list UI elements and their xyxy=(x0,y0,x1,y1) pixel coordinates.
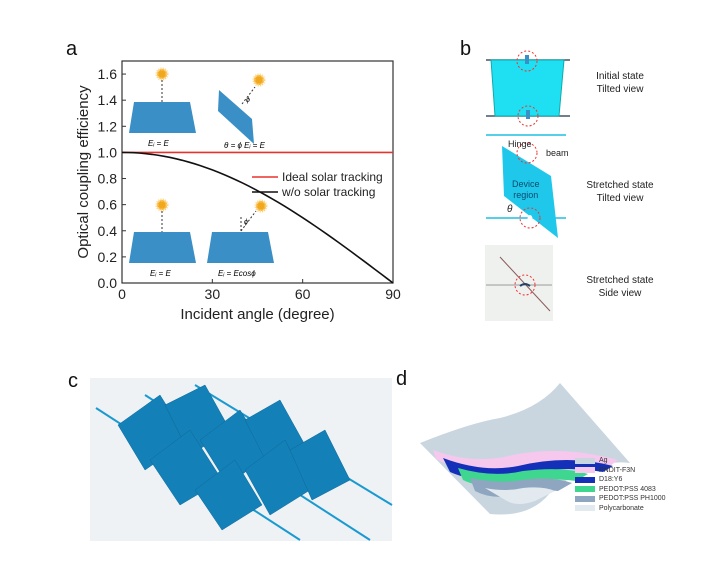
legend-item: Ag xyxy=(575,456,608,465)
beam-label: beam xyxy=(546,148,569,158)
y-tick-label: 0.4 xyxy=(98,223,118,239)
caption-initial-state: Initial state Tilted view xyxy=(575,70,665,96)
caption-line: Tilted view xyxy=(596,84,644,95)
legend-label: Ag xyxy=(599,457,608,464)
legend-item: PEDOT:PSS 4083 xyxy=(575,485,656,494)
caption-line: Side view xyxy=(598,288,642,299)
inset-label: Eᵢ = E xyxy=(150,269,171,278)
caption-line: Initial state xyxy=(596,71,644,82)
x-tick-label: 60 xyxy=(295,286,311,302)
caption-line: region xyxy=(513,190,539,200)
legend-item: D18:Y6 xyxy=(575,475,622,484)
inset-label: θ = ϕ Eᵢ = E xyxy=(224,141,266,150)
y-tick-label: 0.2 xyxy=(98,249,118,265)
x-tick-label: 0 xyxy=(118,286,126,302)
legend-label: D18:Y6 xyxy=(599,476,623,483)
legend-item: PNDIT-F3N xyxy=(575,466,635,475)
inset-tracking-tilted: ϕ θ = ϕ Eᵢ = E xyxy=(218,73,266,150)
x-tick-label: 30 xyxy=(205,286,221,302)
plot-frame xyxy=(121,60,394,284)
legend-swatch xyxy=(575,505,595,511)
chart-insets: Eᵢ = E ϕ θ = ϕ Eᵢ = E Eᵢ = E ϕ xyxy=(129,67,274,278)
caption-line: Tilted view xyxy=(596,193,644,204)
angle-symbol: ϕ xyxy=(244,219,248,226)
y-axis-label: Optical coupling efficiency xyxy=(75,85,92,259)
inset-label: Eᵢ = E xyxy=(148,139,169,148)
y-tick-label: 1.6 xyxy=(98,66,118,82)
legend-label: PEDOT:PSS PH1000 xyxy=(599,495,666,502)
caption-stretched-side: Stretched state Side view xyxy=(565,274,675,300)
sun-icon xyxy=(252,73,266,87)
y-tick-label: 0.6 xyxy=(98,197,118,213)
legend-item: PEDOT:PSS PH1000 xyxy=(575,494,666,503)
legend-swatch xyxy=(575,486,595,492)
panel-label-d: d xyxy=(396,368,408,390)
legend-label: w/o solar tracking xyxy=(281,185,375,199)
x-axis-label: Incident angle (degree) xyxy=(180,306,334,323)
hinge-label: Hinge xyxy=(508,139,532,149)
panel-label-b: b xyxy=(460,38,472,60)
legend-swatch xyxy=(575,457,595,464)
sun-icon xyxy=(155,198,169,212)
legend-swatch xyxy=(575,467,595,473)
inset-label: Eᵢ = Ecosϕ xyxy=(218,269,256,278)
y-tick-label: 1.2 xyxy=(98,118,118,134)
inset-no-tracking-flat: Eᵢ = E xyxy=(129,198,196,278)
legend-label: PNDIT-F3N xyxy=(599,466,636,474)
sun-icon xyxy=(155,67,169,81)
sun-icon xyxy=(254,199,268,213)
caption-line: Device xyxy=(512,179,540,189)
legend-swatch xyxy=(575,495,595,502)
series-line-no-tracking xyxy=(121,151,394,284)
x-tick-label: 90 xyxy=(385,286,401,302)
y-tick-label: 1.0 xyxy=(98,144,118,160)
legend-swatch xyxy=(575,476,595,483)
caption-line: Stretched state xyxy=(586,275,654,286)
panel-label-a: a xyxy=(66,38,78,60)
caption-line: Stretched state xyxy=(586,180,654,191)
y-tick-label: 1.4 xyxy=(98,92,118,108)
legend-item: Polycarbonate xyxy=(575,504,644,513)
device-region-label: Device region xyxy=(512,179,540,201)
inset-no-tracking-oblique: ϕ Eᵢ = Ecosϕ xyxy=(207,199,274,278)
legend-label: Ideal solar tracking xyxy=(282,170,383,184)
angle-symbol: ϕ xyxy=(246,97,250,104)
inset-tracking-flat: Eᵢ = E xyxy=(129,67,196,148)
legend-label: Polycarbonate xyxy=(599,504,644,512)
legend-label: PEDOT:PSS 4083 xyxy=(599,485,656,493)
y-tick-label: 0.0 xyxy=(98,275,118,291)
panel-label-c: c xyxy=(68,370,78,392)
theta-label: θ xyxy=(507,204,513,215)
y-tick-label: 0.8 xyxy=(98,171,118,187)
caption-stretched-tilted: Stretched state Tilted view xyxy=(565,179,675,205)
